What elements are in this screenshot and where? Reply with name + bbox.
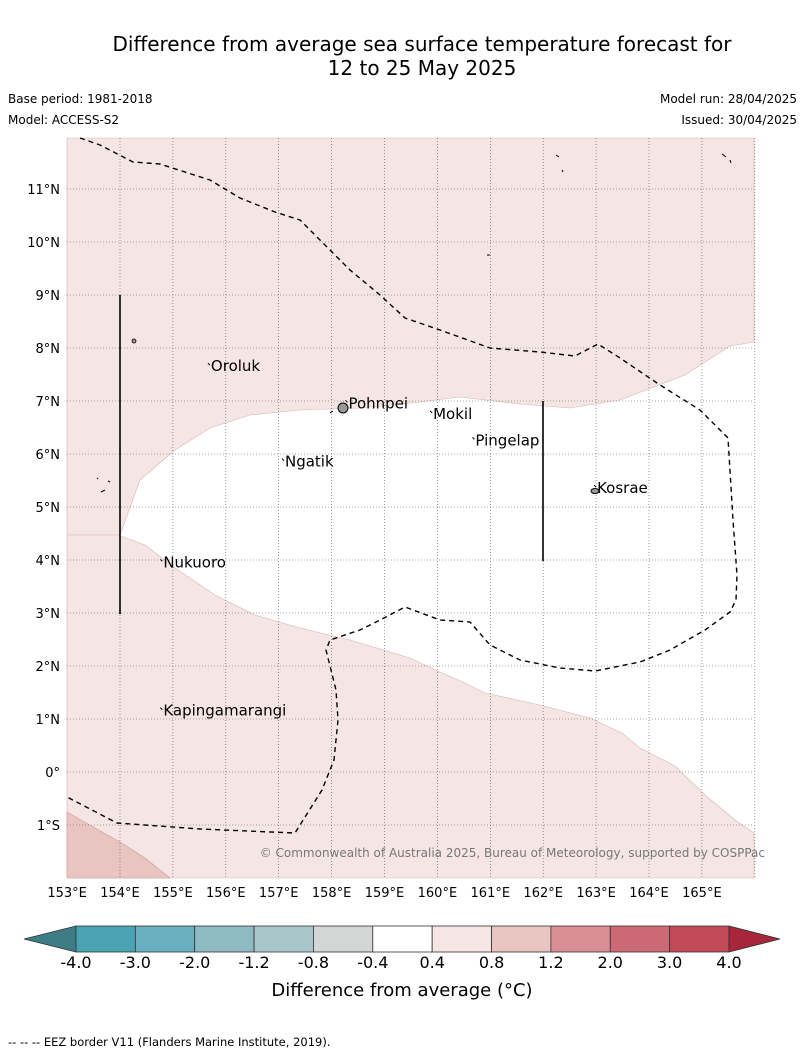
- latitude-label: 4°N: [36, 554, 61, 569]
- longitude-label: 158°E: [312, 886, 352, 901]
- latitude-label: 2°N: [36, 660, 61, 675]
- place-label: Kosrae: [597, 479, 648, 497]
- footnote: -- -- -- EEZ border V11 (Flanders Marine…: [8, 1035, 331, 1049]
- colorbar-tick-label: 1.2: [538, 953, 563, 972]
- warm-anomaly-southwest: [66, 811, 171, 879]
- place-label: Nukuoro: [163, 553, 226, 571]
- longitude-label: 157°E: [259, 886, 299, 901]
- small-island: [131, 338, 137, 344]
- base-period: Base period: 1981-2018: [8, 92, 153, 106]
- warm-anomaly-south: [66, 534, 755, 879]
- latitude-label: 6°N: [36, 448, 61, 463]
- longitude-label: 159°E: [365, 886, 405, 901]
- place-marker: [207, 362, 211, 366]
- longitude-labels: 153°E 154°E 155°E 156°E 157°E 158°E 159°E 160°E…: [47, 886, 721, 901]
- colorbar-tick-label: 0.8: [479, 953, 504, 972]
- colorbar-tick-label: -0.8: [298, 953, 329, 972]
- latitude-label: 3°N: [36, 607, 61, 622]
- longitude-label: 161°E: [471, 886, 511, 901]
- colorbar-label: Difference from average (°C): [271, 980, 533, 1001]
- colorbar-segment: [253, 925, 314, 953]
- colorbar-segment: [491, 925, 552, 953]
- longitude-label: 164°E: [629, 886, 669, 901]
- latitude-label: 1°N: [36, 713, 61, 728]
- colorbar-tick-label: 0.4: [419, 953, 444, 972]
- colorbar-segment: [194, 925, 255, 953]
- colorbar-segment: [372, 925, 433, 953]
- colorbar-tick-label: 2.0: [598, 953, 623, 972]
- longitude-label: 154°E: [100, 886, 140, 901]
- colorbar-tick-label: 3.0: [657, 953, 682, 972]
- longitude-label: 165°E: [682, 886, 722, 901]
- colorbar-segment: [75, 925, 136, 953]
- colorbar-tick-label: -0.4: [357, 953, 388, 972]
- longitude-label: 162°E: [523, 886, 563, 901]
- place-marker: [281, 458, 285, 461]
- longitude-label: 163°E: [576, 886, 616, 901]
- latitude-label: 11°N: [27, 183, 60, 198]
- map-title: Difference from average sea surface temp…: [0, 32, 804, 80]
- title-line-1: Difference from average sea surface temp…: [112, 32, 732, 56]
- place-marker: [472, 437, 475, 440]
- place-marker: [159, 707, 163, 711]
- place-marker: [159, 558, 163, 562]
- colorbar-segment: [134, 925, 196, 953]
- warm-anomaly-north: [66, 137, 755, 536]
- colorbar-tick-label: -1.2: [238, 953, 269, 972]
- latitude-label: 9°N: [36, 289, 61, 304]
- colorbar-tick-label: -4.0: [60, 953, 91, 972]
- colorbar-segment: [313, 925, 374, 953]
- longitude-label: 153°E: [47, 886, 87, 901]
- latitude-label: 8°N: [36, 342, 61, 357]
- latitude-label: 10°N: [27, 236, 60, 251]
- issued-date: Issued: 30/04/2025: [681, 113, 797, 127]
- title-line-2: 12 to 25 May 2025: [327, 56, 517, 80]
- place-label: Kapingamarangi: [163, 702, 286, 720]
- longitude-label: 160°E: [418, 886, 458, 901]
- latitude-label: 5°N: [36, 501, 61, 516]
- latitude-label: 0°: [45, 766, 60, 781]
- place-marker: [429, 410, 433, 414]
- model-run: Model run: 28/04/2025: [659, 92, 797, 106]
- eez-border-north: [66, 137, 738, 834]
- copyright-notice: © Commonwealth of Australia 2025, Bureau…: [260, 846, 765, 860]
- colorbar-segment: [669, 925, 730, 953]
- small-island-marks: [96, 153, 732, 493]
- place-label: Oroluk: [211, 357, 260, 375]
- longitude-label: 155°E: [153, 886, 193, 901]
- place-label: Pohnpei: [348, 394, 408, 412]
- pohnpei-island: [337, 402, 349, 414]
- colorbar-segment: [550, 925, 611, 953]
- colorbar: -4.0 -3.0 -2.0 -1.2 -0.8 -0.4 0.4 0.8 1.2 2.0 3.0 4…: [23, 925, 781, 972]
- colorbar-tick-label: -2.0: [179, 953, 210, 972]
- colorbar-segment: [609, 925, 671, 953]
- latitude-labels: 11°N 10°N 9°N 8°N 7°N 6°N 5°N 4°N 3°N 2°N 1°N 0° 1°S: [27, 183, 60, 834]
- colorbar-extend-high: [728, 925, 781, 953]
- colorbar-segment: [431, 925, 492, 953]
- place-label: Pingelap: [475, 431, 539, 449]
- place-label: Mokil: [433, 405, 472, 423]
- latitude-label: 7°N: [36, 395, 61, 410]
- place-marker: [345, 399, 348, 403]
- kosrae-island: [590, 488, 600, 494]
- colorbar-extend-low: [23, 925, 77, 953]
- place-label: Ngatik: [285, 453, 334, 471]
- colorbar-tick-label: -3.0: [120, 953, 151, 972]
- longitude-label: 156°E: [206, 886, 246, 901]
- model-name: Model: ACCESS-S2: [8, 113, 120, 127]
- latitude-label: 1°S: [37, 819, 60, 834]
- place-marker: [593, 484, 597, 488]
- colorbar-tick-label: 4.0: [716, 953, 741, 972]
